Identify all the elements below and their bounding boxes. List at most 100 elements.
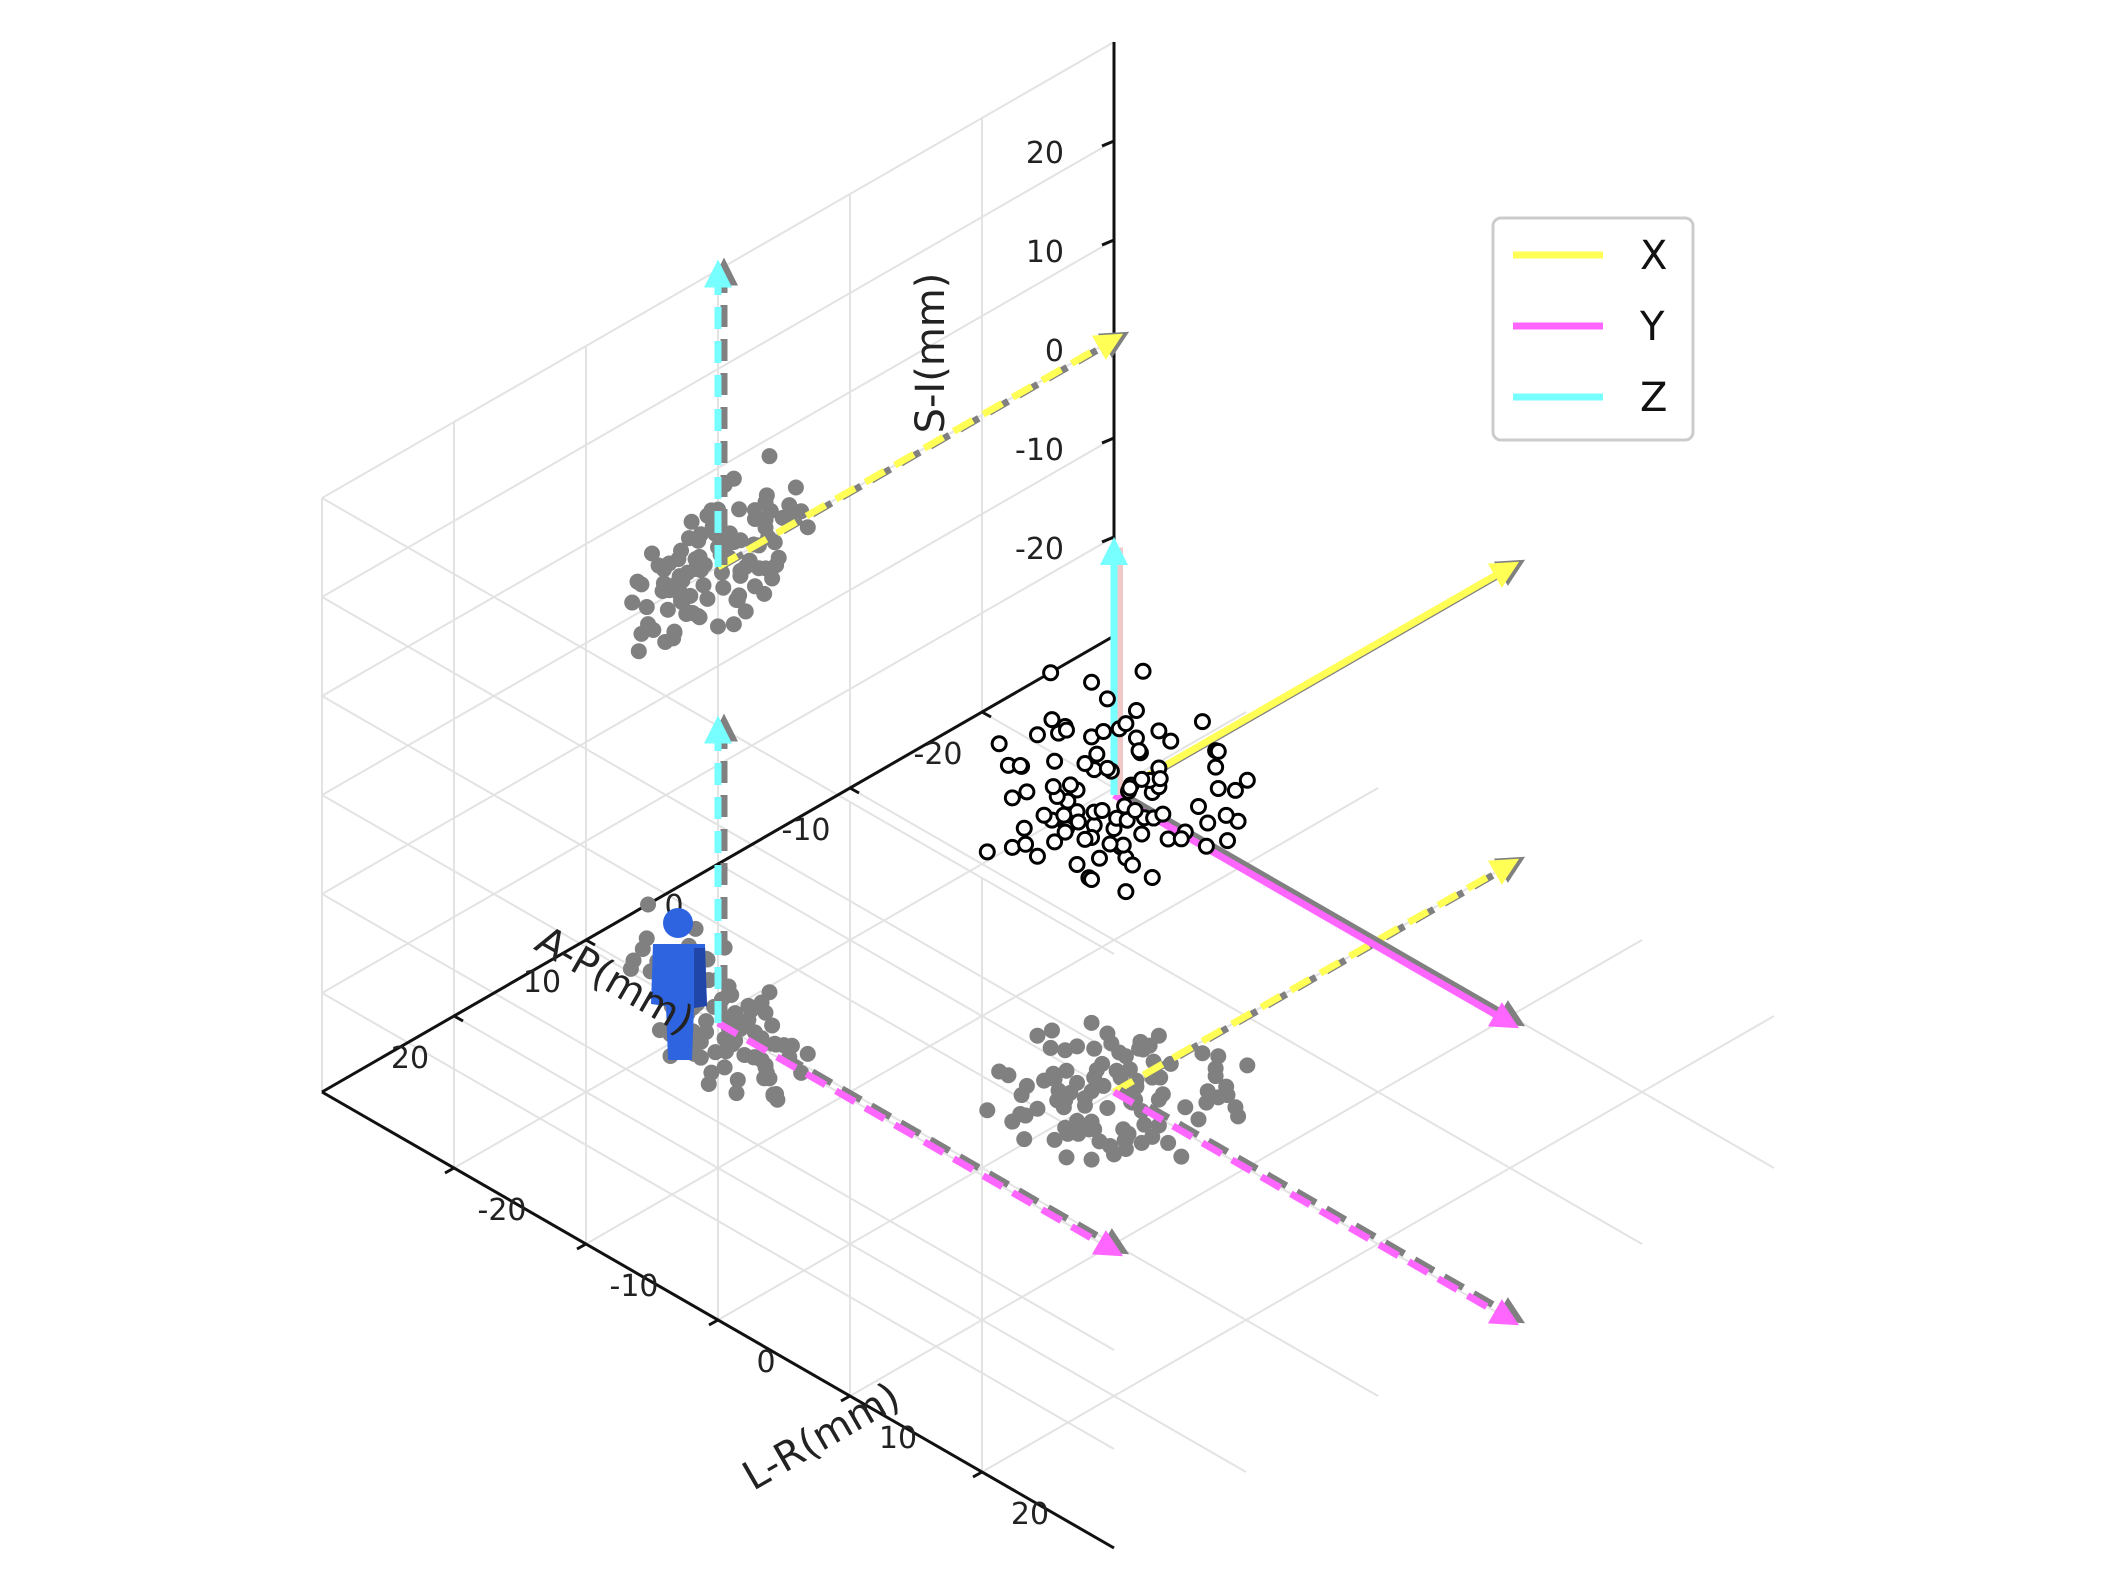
projection-point-wall-ap [687,561,704,578]
projection-point-floor [991,1063,1008,1080]
projection-point-wall-ap [799,519,816,536]
data-point [1015,819,1033,837]
projection-point-wall-ap [750,560,767,577]
legend-label-y: Y [1639,304,1665,350]
projection-point-wall-ap [758,487,775,504]
projection-point-floor [1239,1057,1256,1074]
projection-point-wall-lr [729,1071,746,1088]
x-tick-label: -10 [782,813,831,848]
projection-point-floor [1062,1084,1079,1101]
projection-point-floor [1117,1141,1134,1157]
data-point [1238,771,1256,789]
projection-point-wall-ap [659,601,676,618]
projection-point-floor [1069,1038,1086,1055]
projection-point-wall-lr [757,1004,774,1021]
data-point [1209,779,1227,797]
projection-point-wall-lr [765,1086,782,1103]
data-point [1127,701,1145,719]
gridline [981,1015,1775,1473]
data-point [978,843,996,861]
projection-point-wall-ap [678,605,695,622]
projection-point-floor [1083,1113,1100,1130]
projection-point-wall-ap [761,448,778,465]
projection-point-floor [1058,1062,1075,1079]
projection-point-wall-lr [727,1032,744,1049]
data-point [1134,662,1152,680]
x-tick [585,938,596,947]
projection-point-wall-ap [746,502,763,519]
projection-point-floor [1045,1065,1062,1082]
z-tick-label: 10 [1026,235,1064,270]
wall-lr-y-vector [716,1019,1124,1257]
projection-point-floor [1177,1099,1194,1116]
projection-point-wall-lr [745,1049,762,1066]
data-point [1226,781,1244,799]
legend: XYZ [1491,216,1695,442]
legend-label-z: Z [1640,375,1667,421]
projection-point-wall-ap [699,590,716,607]
data-point [1162,732,1180,750]
y-tick-label: -10 [610,1269,659,1304]
projection-point-wall-ap [781,497,798,514]
data-point [1083,870,1101,888]
data-point [1143,868,1161,886]
z-tick [1101,238,1115,247]
data-point [1172,830,1190,848]
projection-point-wall-ap [624,594,641,611]
projection-point-floor [1069,1112,1086,1129]
data-point [1028,847,1046,865]
data-point [1035,806,1053,824]
data-point [1098,690,1116,708]
data-point [1044,778,1062,796]
projection-point-floor [1029,1027,1046,1044]
data-point [1154,805,1172,823]
gridline [321,140,1115,598]
projection-point-floor [1136,1116,1153,1133]
data-point [1219,832,1237,850]
points-layer [978,662,1256,901]
projection-point-floor [1103,1035,1120,1052]
projection-point-floor [1055,1099,1072,1116]
projection-point-wall-ap [732,567,749,584]
projection-point-wall-ap [756,585,773,602]
data-point [1098,759,1116,777]
data-point [990,735,1008,753]
y-tick [576,1242,587,1251]
projection-point-wall-ap [645,621,662,638]
data-point [1061,776,1079,794]
projection-point-wall-lr [783,1037,800,1054]
projection-point-wall-lr [692,1033,709,1050]
data-point [1133,825,1151,843]
data-point [1117,715,1135,733]
projection-point-wall-lr [640,896,657,913]
projection-point-wall-ap [774,509,791,526]
projection-point-wall-lr [716,1059,733,1076]
projection-point-floor [1095,1077,1112,1094]
data-point [1017,835,1035,853]
projection-point-floor [1227,1099,1244,1116]
data-point [1046,833,1064,851]
data-point [1068,855,1086,873]
projection-point-wall-lr [761,1070,778,1087]
data-point [1207,758,1225,776]
projection-point-wall-ap [695,577,712,594]
projection-point-floor [1042,1039,1059,1056]
projection-point-floor [1160,1134,1177,1151]
projection-point-floor [1016,1131,1033,1148]
projection-point-wall-lr [728,1085,745,1102]
projection-point-floor [1133,1134,1150,1151]
projection-point-wall-lr [761,984,778,1001]
projection-point-wall-ap [793,503,810,520]
projection-point-wall-lr [698,1013,715,1030]
data-point [1093,801,1111,819]
projection-point-wall-lr [703,1064,720,1081]
projection-point-floor [1029,1100,1046,1117]
data-point [1057,721,1075,739]
projection-point-wall-ap [657,633,674,650]
projection-point-wall-lr [799,1045,816,1062]
projection-point-floor [1131,1040,1148,1057]
projection-point-wall-ap [725,616,742,633]
z-tick-label: 0 [1045,334,1064,369]
z-tick-label: -10 [1015,433,1064,468]
projection-point-wall-ap [673,542,690,559]
